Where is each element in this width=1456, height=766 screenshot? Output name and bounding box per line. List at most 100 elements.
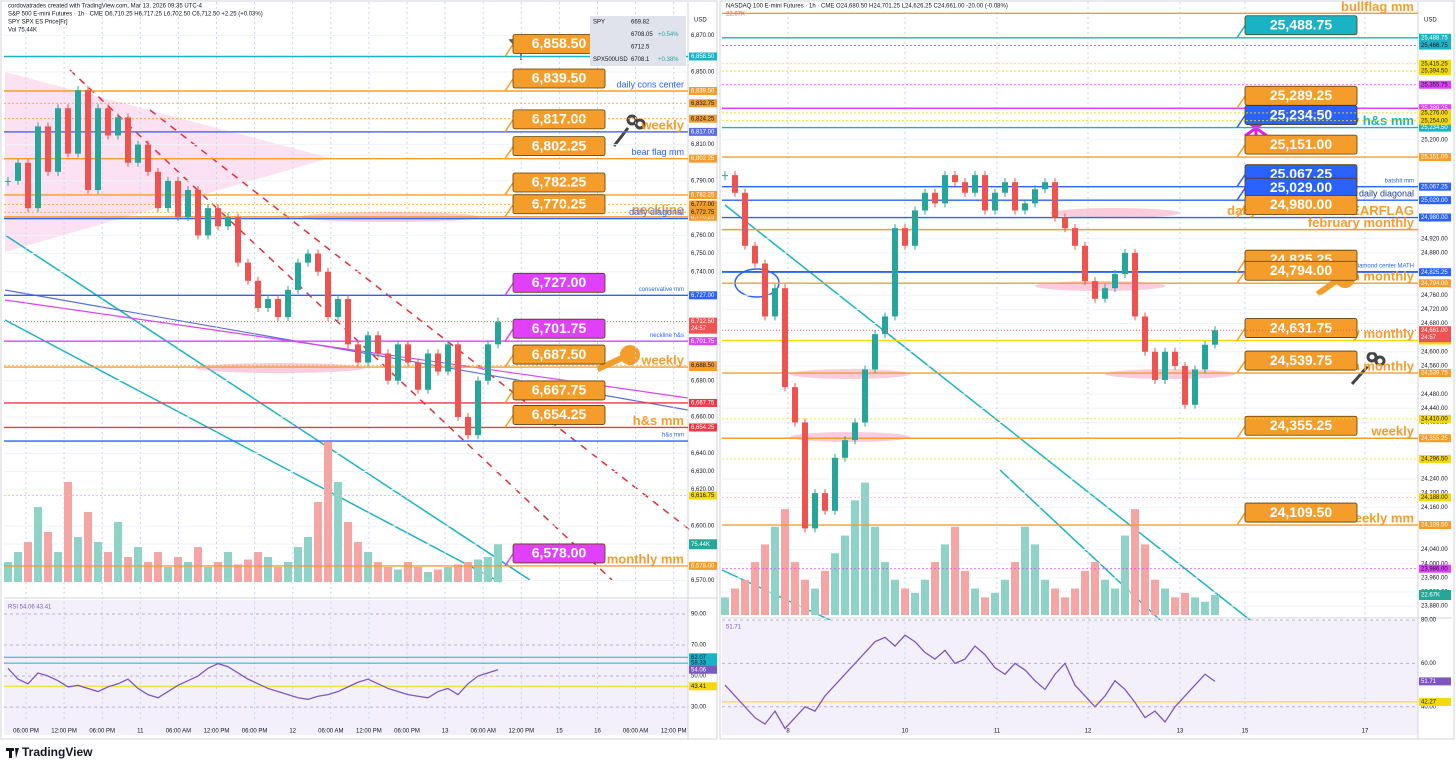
candle — [1192, 369, 1198, 405]
volume-bar — [751, 562, 759, 615]
volume-bar — [124, 557, 132, 582]
y-tick-label: 6,600.00 — [691, 524, 715, 530]
price-tag-label: 24,539.75 — [1270, 352, 1332, 368]
candle — [305, 253, 311, 263]
tag-pointer — [504, 328, 514, 342]
x-tick-label: 13 — [1177, 729, 1184, 735]
volume-bar — [1051, 588, 1059, 615]
volume-bar — [831, 553, 839, 615]
tag-pointer — [504, 44, 514, 57]
axis-badge — [689, 190, 717, 199]
volume-badge — [1419, 589, 1451, 600]
tag-pointer — [504, 553, 514, 567]
volume-badge — [689, 539, 717, 550]
candle — [922, 192, 928, 211]
last-price-badge — [1419, 326, 1451, 343]
axis-badge — [689, 86, 717, 95]
volume-bar — [114, 522, 122, 582]
candle — [732, 175, 738, 193]
y-tick-label: 24,880.00 — [1421, 250, 1448, 256]
level-note: weekly — [640, 352, 684, 367]
price-tag — [1244, 350, 1358, 371]
candle — [872, 334, 878, 370]
candle — [145, 144, 151, 172]
volume-bar — [1091, 562, 1099, 615]
candle — [992, 192, 998, 211]
y-tick-label: 6,790.00 — [691, 178, 715, 184]
y-tick-label: 6,760.00 — [691, 233, 715, 239]
axis-badge-label: 6,578.00 — [691, 564, 715, 570]
volume-bar — [1201, 601, 1209, 615]
candle — [125, 117, 131, 163]
axis-badge-label: 6,770.25 — [691, 214, 715, 220]
level-note: monthly mm — [607, 551, 684, 566]
candle — [165, 180, 171, 209]
highlight — [1035, 281, 1165, 291]
tradingview-logo — [6, 748, 19, 758]
price-tag-label: 25,234.50 — [1270, 106, 1332, 122]
price-tag — [1244, 260, 1358, 281]
level-note: weekly mm — [1344, 511, 1414, 526]
candle — [65, 108, 71, 154]
highlight — [1105, 369, 1235, 379]
candle — [255, 280, 261, 309]
price-tag — [512, 318, 606, 339]
y-tick-label: 24,000.00 — [1421, 561, 1448, 567]
candle — [495, 321, 501, 345]
volume-bar — [54, 552, 62, 582]
volume-bar — [354, 542, 362, 582]
level-note: daily cons center — [616, 79, 684, 89]
trendline — [4, 234, 531, 581]
tag-pointer — [504, 78, 514, 92]
x-tick-label: 12 — [1085, 729, 1092, 735]
candle — [325, 271, 331, 318]
volume-bar — [164, 567, 172, 582]
axis-badge-label: 24,410.00 — [1421, 416, 1448, 422]
volume-bar — [334, 482, 342, 582]
x-tick-label: 12:00 PM — [204, 729, 230, 735]
candle — [1082, 245, 1088, 282]
price-tag-label: 25,289.25 — [1270, 87, 1332, 103]
trendline — [149, 109, 691, 531]
volume-bar — [761, 544, 769, 615]
candle — [1212, 330, 1218, 345]
volume-bar — [1031, 544, 1039, 615]
header-line: cordovatrades created with TradingView.c… — [8, 4, 203, 10]
level-note: neckline h&s — [650, 333, 684, 339]
price-tag-label: 25,029.00 — [1270, 179, 1332, 195]
volume-bar — [941, 544, 949, 615]
footer-bar — [0, 741, 1456, 766]
volume-bar — [274, 567, 282, 582]
volume-bar — [1071, 588, 1079, 615]
candle — [802, 422, 808, 529]
price-tag — [1244, 195, 1358, 215]
price-tag — [1244, 15, 1358, 36]
axis-badge-label: 25,488.75 — [1421, 35, 1448, 41]
highlight — [1050, 208, 1180, 218]
axis-badge-label: 6,839.50 — [691, 89, 715, 95]
volume-bar — [74, 537, 82, 582]
volume-bar — [881, 562, 889, 615]
axis-badge-label: 6,616.75 — [691, 493, 715, 499]
volume-bar — [741, 579, 749, 615]
rsi-badge — [689, 653, 717, 662]
candle — [1162, 351, 1168, 381]
volume-bar — [1191, 597, 1199, 615]
volume-bar — [314, 502, 322, 582]
y-tick-label: 6,620.00 — [691, 487, 715, 493]
price-tag — [512, 405, 606, 425]
volume-bar — [404, 562, 412, 582]
price-tag-label: 24,794.00 — [1270, 262, 1332, 278]
candle — [982, 175, 988, 211]
axis-badge — [1419, 33, 1451, 42]
right-panel-frame — [719, 0, 1455, 740]
volume-bar — [244, 559, 252, 582]
level-note: batshit mm — [1385, 178, 1414, 184]
axis-badge-label: 25,415.25 — [1421, 61, 1448, 67]
last-price-badge — [689, 317, 717, 334]
axis-badge-label: 25,394.50 — [1421, 69, 1448, 75]
level-note: neckline — [632, 202, 684, 217]
trendline — [4, 319, 501, 583]
axis-badge — [1419, 414, 1451, 423]
rsi-badge-label: 43.41 — [691, 684, 707, 690]
